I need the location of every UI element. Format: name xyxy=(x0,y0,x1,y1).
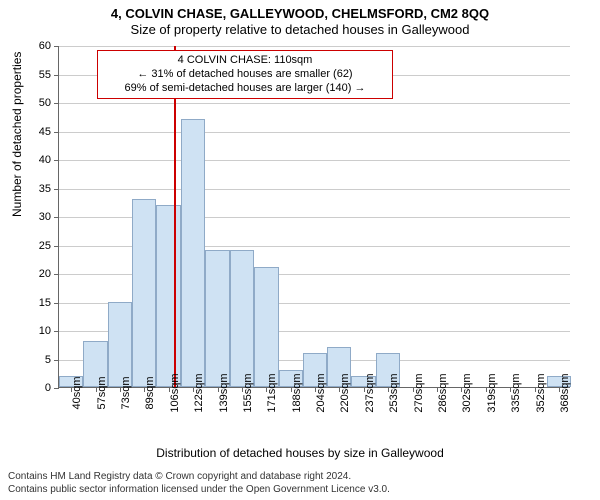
x-tick-label: 204sqm xyxy=(315,373,327,412)
x-tick-label: 122sqm xyxy=(193,373,205,412)
y-tick xyxy=(54,217,59,218)
y-tick xyxy=(54,331,59,332)
x-tick-label: 155sqm xyxy=(242,373,254,412)
y-tick xyxy=(54,132,59,133)
x-tick-label: 89sqm xyxy=(144,376,156,409)
x-tick-label: 171sqm xyxy=(266,373,278,412)
info-callout: 4 COLVIN CHASE: 110sqm← 31% of detached … xyxy=(97,50,393,99)
x-tick-label: 253sqm xyxy=(388,373,400,412)
footer-line-2: Contains public sector information licen… xyxy=(8,484,390,497)
x-tick-label: 73sqm xyxy=(120,376,132,409)
y-tick-label: 25 xyxy=(39,240,51,252)
y-tick-label: 5 xyxy=(45,354,51,366)
y-tick-label: 55 xyxy=(39,69,51,81)
chart-area: 0510152025303540455055604 COLVIN CHASE: … xyxy=(58,46,570,388)
x-tick-label: 220sqm xyxy=(339,373,351,412)
title-line-1: 4, COLVIN CHASE, GALLEYWOOD, CHELMSFORD,… xyxy=(0,6,600,21)
footer-line-1: Contains HM Land Registry data © Crown c… xyxy=(8,471,390,484)
histogram-bar xyxy=(132,199,156,387)
y-axis-title: Number of detached properties xyxy=(10,52,24,217)
y-tick-label: 30 xyxy=(39,211,51,223)
attribution-footer: Contains HM Land Registry data © Crown c… xyxy=(8,471,390,496)
x-tick-label: 188sqm xyxy=(291,373,303,412)
histogram-bar xyxy=(254,267,279,387)
y-tick-label: 0 xyxy=(45,382,51,394)
y-tick xyxy=(54,189,59,190)
histogram-bar xyxy=(108,302,132,388)
grid-line xyxy=(59,132,570,133)
histogram-bar xyxy=(181,119,205,387)
x-tick-label: 302sqm xyxy=(461,373,473,412)
y-tick-label: 45 xyxy=(39,126,51,138)
histogram-bar xyxy=(205,250,230,387)
x-tick-label: 57sqm xyxy=(96,376,108,409)
plot-area: 0510152025303540455055604 COLVIN CHASE: … xyxy=(58,46,570,388)
title-line-2: Size of property relative to detached ho… xyxy=(0,22,600,37)
x-tick-label: 319sqm xyxy=(486,373,498,412)
y-tick xyxy=(54,246,59,247)
y-tick-label: 60 xyxy=(39,40,51,52)
y-tick-label: 15 xyxy=(39,297,51,309)
info-callout-line: 4 COLVIN CHASE: 110sqm xyxy=(106,54,384,68)
grid-line xyxy=(59,103,570,104)
y-tick xyxy=(54,388,59,389)
y-tick xyxy=(54,160,59,161)
info-callout-line: 69% of semi-detached houses are larger (… xyxy=(106,82,384,96)
y-tick-label: 35 xyxy=(39,183,51,195)
x-tick-label: 106sqm xyxy=(169,373,181,412)
grid-line xyxy=(59,160,570,161)
y-tick xyxy=(54,303,59,304)
y-tick-label: 10 xyxy=(39,325,51,337)
grid-line xyxy=(59,189,570,190)
histogram-bar xyxy=(156,205,181,387)
x-tick-label: 270sqm xyxy=(413,373,425,412)
chart-header: 4, COLVIN CHASE, GALLEYWOOD, CHELMSFORD,… xyxy=(0,0,600,37)
x-tick-label: 368sqm xyxy=(559,373,571,412)
info-callout-line: ← 31% of detached houses are smaller (62… xyxy=(106,68,384,82)
y-tick-label: 20 xyxy=(39,268,51,280)
x-tick-label: 286sqm xyxy=(437,373,449,412)
x-tick-label: 352sqm xyxy=(535,373,547,412)
y-tick xyxy=(54,75,59,76)
y-tick xyxy=(54,46,59,47)
grid-line xyxy=(59,46,570,47)
x-tick-label: 139sqm xyxy=(218,373,230,412)
x-tick-label: 335sqm xyxy=(510,373,522,412)
y-tick-label: 50 xyxy=(39,97,51,109)
x-tick-label: 237sqm xyxy=(364,373,376,412)
x-tick-label: 40sqm xyxy=(71,376,83,409)
y-tick xyxy=(54,274,59,275)
histogram-bar xyxy=(230,250,254,387)
y-tick xyxy=(54,103,59,104)
y-tick-label: 40 xyxy=(39,154,51,166)
y-tick xyxy=(54,360,59,361)
x-axis-title: Distribution of detached houses by size … xyxy=(0,446,600,460)
